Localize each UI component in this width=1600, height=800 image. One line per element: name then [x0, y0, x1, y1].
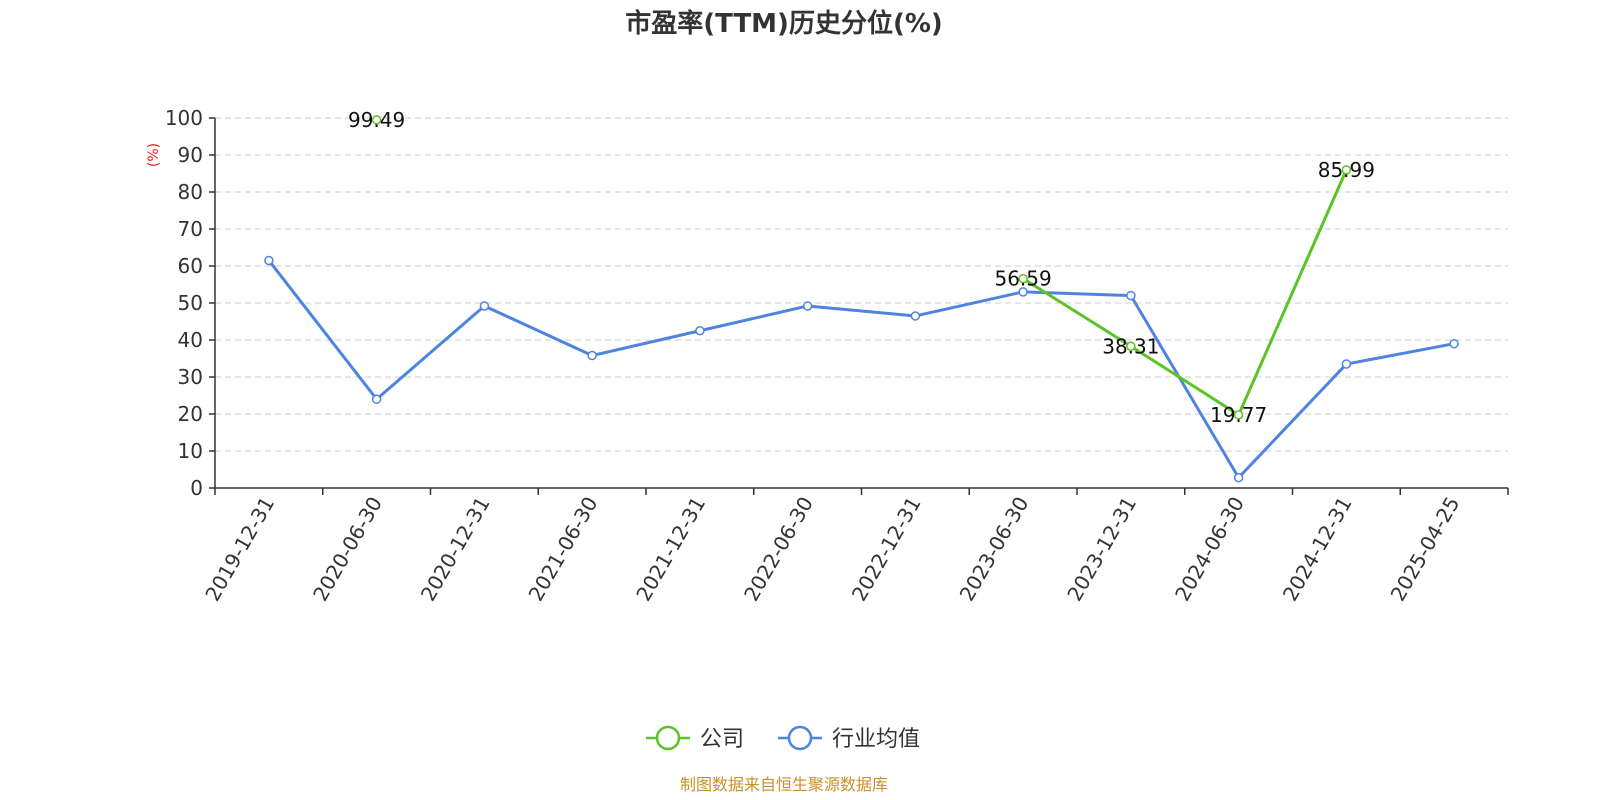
- data-point[interactable]: [802, 301, 813, 311]
- y-tick-label: 10: [178, 439, 203, 463]
- data-point[interactable]: [371, 394, 382, 404]
- y-tick-label: 40: [178, 328, 203, 352]
- y-tick-label: 60: [178, 254, 203, 278]
- axes: 0 10 20 30 40 50 60 70 80 90 100 2019-12-31 2020-06-…: [165, 106, 1509, 606]
- series-line: [1022, 169, 1348, 417]
- data-point[interactable]: [587, 350, 597, 361]
- y-axis-label: (%): [146, 143, 162, 167]
- data-point[interactable]: [1018, 273, 1028, 284]
- y-tick-label: 30: [178, 365, 203, 389]
- x-tick-label: 2024-06-30: [1170, 493, 1249, 606]
- x-tick-label: 2020-06-30: [308, 493, 387, 606]
- x-tick-label: 2024-12-31: [1278, 493, 1357, 606]
- series-layer: 99.49 56.59 38.31 19.77 85.99: [264, 108, 1459, 483]
- y-tick-label: 100: [165, 106, 203, 130]
- y-tick-label: 80: [178, 180, 203, 204]
- chart-title: 市盈率(TTM)历史分位(%): [625, 8, 943, 39]
- data-point[interactable]: [1233, 410, 1244, 420]
- grid-lines: [215, 117, 1508, 452]
- x-tick-label: 2020-12-31: [416, 493, 495, 606]
- data-point[interactable]: [1126, 290, 1136, 301]
- data-point[interactable]: [264, 255, 274, 266]
- data-label: 38.31: [1102, 334, 1159, 358]
- legend-label: 公司: [700, 727, 744, 752]
- legend-item-industry-average[interactable]: 行业均值: [778, 725, 920, 752]
- data-point[interactable]: [1341, 165, 1352, 175]
- x-tick-label: 2021-06-30: [524, 493, 603, 606]
- data-point[interactable]: [910, 311, 921, 321]
- x-tick-label: 2021-12-31: [631, 493, 710, 606]
- data-point[interactable]: [1018, 287, 1028, 297]
- series-industry-average: [264, 255, 1459, 483]
- legend-label: 行业均值: [832, 727, 920, 752]
- data-point[interactable]: [371, 115, 382, 125]
- data-point[interactable]: [1449, 338, 1459, 349]
- series-company: [371, 115, 1352, 420]
- y-tick-label: 20: [178, 402, 203, 426]
- data-point[interactable]: [479, 301, 490, 311]
- series-line: [267, 259, 1455, 480]
- x-tick-label: 2023-06-30: [955, 493, 1034, 606]
- x-tick-label: 2022-06-30: [739, 493, 818, 606]
- source-note: 制图数据来自恒生聚源数据库: [680, 775, 888, 794]
- data-label: 19.77: [1210, 403, 1267, 427]
- legend-item-company[interactable]: 公司: [646, 725, 744, 752]
- y-tick-label: 90: [178, 143, 203, 167]
- data-label: 99.49: [348, 108, 405, 132]
- data-point[interactable]: [1341, 359, 1352, 369]
- y-tick-label: 0: [190, 476, 203, 500]
- x-tick-label: 2019-12-31: [200, 493, 279, 606]
- data-point[interactable]: [1126, 341, 1136, 352]
- y-tick-label: 50: [178, 291, 203, 315]
- x-tick-label: 2023-12-31: [1062, 493, 1141, 606]
- data-label: 85.99: [1318, 158, 1375, 182]
- data-point[interactable]: [695, 326, 705, 336]
- legend-marker: [655, 725, 681, 751]
- legend-marker: [787, 725, 813, 751]
- x-tick-label: 2025-04-25: [1386, 493, 1465, 606]
- data-label: 56.59: [994, 267, 1051, 291]
- y-tick-label: 70: [178, 217, 203, 241]
- x-tick-label: 2022-12-31: [847, 493, 926, 606]
- data-point[interactable]: [1233, 472, 1244, 483]
- legend[interactable]: 公司 行业均值: [646, 725, 920, 752]
